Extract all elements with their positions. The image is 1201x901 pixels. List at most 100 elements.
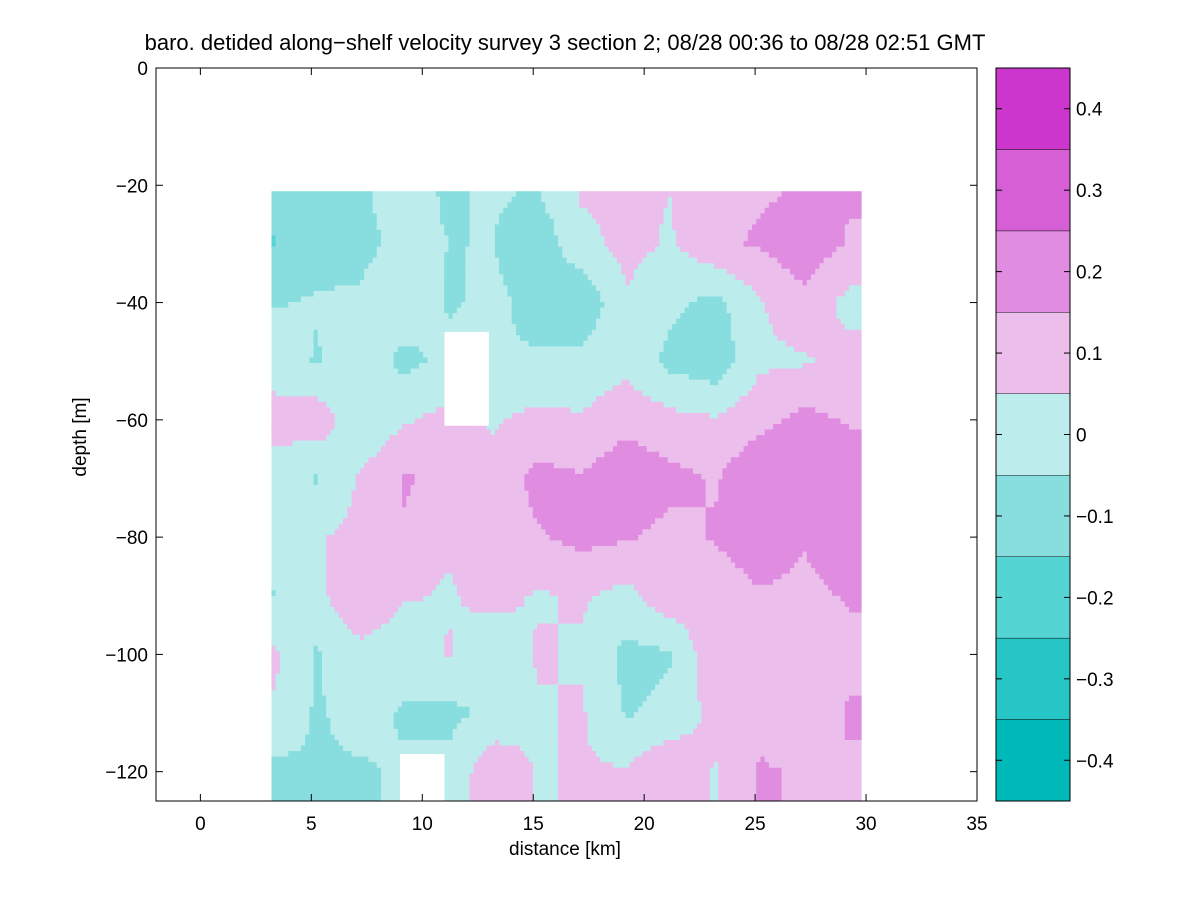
contour-cell	[722, 235, 728, 242]
contour-cell	[372, 224, 378, 231]
contour-cell	[338, 385, 344, 392]
contour-cell	[347, 257, 353, 264]
contour-cell	[806, 357, 812, 364]
contour-cell	[633, 302, 639, 309]
contour-cell	[427, 313, 433, 320]
contour-cell	[545, 296, 551, 303]
contour-cell	[844, 229, 850, 237]
contour-cell	[385, 385, 391, 392]
contour-cell	[730, 257, 736, 264]
contour-cell	[368, 313, 374, 320]
contour-cell	[815, 191, 821, 198]
contour-cell	[730, 235, 736, 242]
contour-cell	[427, 268, 433, 275]
contour-cell	[477, 241, 483, 248]
contour-cell	[549, 357, 555, 364]
contour-cell	[806, 246, 812, 253]
contour-cell	[296, 346, 302, 353]
contour-cell	[823, 224, 829, 231]
contour-cell	[515, 268, 521, 275]
contour-cell	[676, 263, 681, 270]
contour-cell	[600, 357, 606, 364]
contour-cell	[558, 318, 563, 325]
contour-cell	[503, 346, 509, 353]
contour-cell	[735, 302, 740, 309]
contour-cell	[705, 329, 711, 336]
contour-cell	[372, 274, 378, 281]
contour-cell	[697, 218, 703, 225]
contour-cell	[692, 351, 698, 359]
contour-cell	[532, 224, 538, 231]
contour-cell	[802, 285, 808, 292]
contour-cell	[633, 346, 639, 353]
contour-cell	[536, 191, 542, 198]
contour-cell	[473, 313, 479, 320]
contour-cell	[376, 313, 382, 320]
contour-cell	[752, 340, 757, 347]
contour-cell	[844, 363, 850, 370]
contour-cell	[385, 241, 391, 248]
contour-cell	[743, 329, 749, 336]
contour-cell	[423, 279, 428, 286]
contour-cell	[309, 346, 315, 353]
contour-cell	[296, 252, 302, 259]
contour-cell	[562, 290, 568, 298]
contour-cell	[410, 318, 416, 325]
contour-cell	[553, 241, 559, 248]
contour-cell	[621, 285, 627, 292]
contour-cell	[671, 263, 677, 270]
contour-cell	[372, 385, 378, 392]
contour-cell	[317, 218, 323, 225]
contour-cell	[608, 340, 614, 347]
contour-cell	[288, 368, 294, 375]
contour-cell	[435, 268, 441, 275]
contour-cell	[452, 318, 458, 325]
contour-cell	[330, 241, 336, 248]
contour-cell	[507, 302, 513, 309]
contour-cell	[381, 357, 386, 364]
contour-cell	[334, 257, 340, 264]
contour-cell	[853, 324, 858, 331]
contour-cell	[684, 357, 690, 364]
contour-cell	[709, 268, 715, 275]
contour-cell	[655, 257, 660, 264]
contour-cell	[798, 257, 804, 264]
contour-cell	[364, 335, 369, 342]
contour-cell	[499, 385, 504, 392]
contour-cell	[747, 307, 753, 314]
contour-cell	[566, 379, 572, 386]
contour-cell	[288, 363, 294, 370]
contour-cell	[288, 202, 294, 209]
contour-cell	[596, 191, 601, 198]
contour-cell	[697, 335, 703, 342]
contour-cell	[604, 268, 610, 275]
contour-cell	[692, 257, 698, 264]
contour-cell	[570, 202, 576, 209]
contour-cell	[827, 346, 833, 353]
contour-cell	[688, 296, 694, 303]
contour-cell	[326, 385, 332, 392]
contour-cell	[857, 263, 862, 270]
contour-cell	[650, 224, 656, 231]
contour-cell	[570, 340, 576, 347]
contour-cell	[764, 279, 770, 286]
contour-cell	[507, 218, 513, 225]
contour-cell	[676, 285, 681, 292]
contour-cell	[764, 285, 770, 292]
contour-cell	[823, 346, 829, 353]
contour-cell	[680, 196, 686, 203]
contour-cell	[608, 363, 614, 370]
contour-cell	[671, 191, 677, 198]
contour-cell	[663, 213, 669, 220]
contour-cell	[444, 252, 450, 259]
contour-cell	[549, 241, 555, 248]
contour-cell	[848, 241, 854, 248]
contour-cell	[321, 279, 327, 286]
contour-cell	[633, 213, 639, 220]
contour-cell	[621, 351, 627, 359]
contour-cell	[435, 235, 441, 242]
contour-cell	[659, 363, 665, 370]
contour-cell	[705, 357, 711, 364]
contour-cell	[465, 235, 471, 242]
contour-cell	[296, 241, 302, 248]
